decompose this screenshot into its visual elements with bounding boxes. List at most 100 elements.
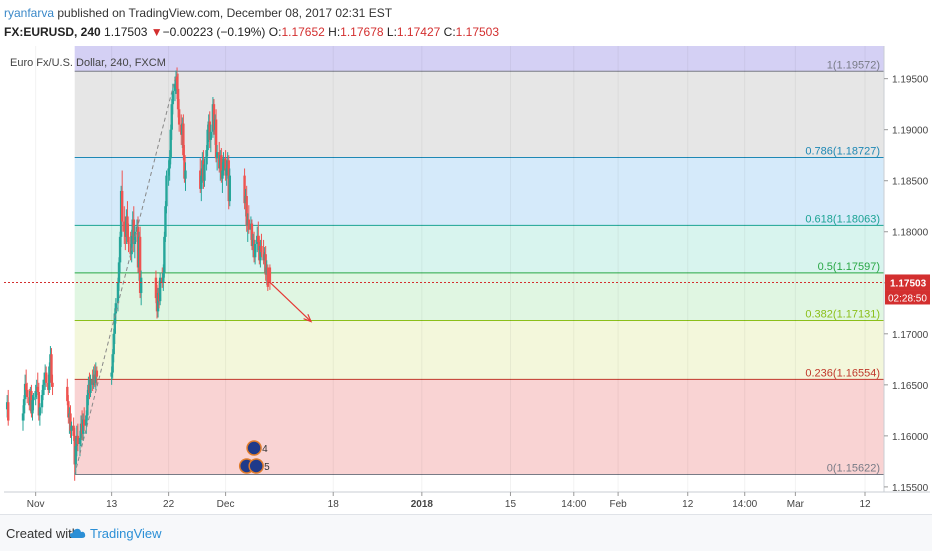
candle-body: [214, 119, 218, 159]
candle-body: [266, 267, 269, 287]
fib-zone: [74, 320, 885, 380]
candle-body: [250, 223, 254, 247]
candle-body: [41, 384, 45, 396]
event-flag-icon: [248, 458, 264, 474]
close-label: C:: [443, 25, 456, 39]
candle-body: [37, 391, 41, 416]
candle-body: [36, 386, 39, 392]
candle-body: [184, 170, 187, 179]
candle-body: [220, 155, 223, 179]
candle-body: [215, 152, 219, 159]
candle-body: [245, 196, 248, 226]
countdown-box: [885, 290, 930, 305]
candle-body: [154, 277, 158, 299]
x-tick-label: Dec: [217, 499, 235, 510]
countdown-label: 02:28:50: [888, 293, 927, 304]
candle-body: [85, 415, 88, 426]
candle-body: [89, 379, 92, 394]
fib-trendline: [74, 71, 178, 475]
low-label: L:: [386, 25, 397, 39]
candle-body: [200, 175, 203, 189]
candle-body: [212, 104, 216, 130]
candle-body: [50, 354, 53, 383]
candle-body: [170, 104, 173, 130]
candle-body: [243, 175, 246, 204]
author-link[interactable]: ryanfarva: [4, 6, 55, 20]
candle-body: [158, 277, 162, 302]
candle-body: [182, 123, 185, 156]
candle-body: [69, 413, 72, 431]
candle-body: [221, 170, 224, 179]
candle-body: [133, 231, 137, 244]
candle-body: [164, 206, 167, 237]
low-value: 1.17427: [396, 25, 441, 39]
fib-label: 1(1.19572): [827, 59, 880, 71]
symbol-label: FX:EURUSD, 240: [4, 25, 101, 39]
candle-body: [110, 372, 113, 377]
candle-body: [228, 175, 232, 202]
price-chart[interactable]: 1(1.19572) 0.786(1.18727) 0.618(1.18063) 0.…: [4, 46, 930, 514]
candle-body: [224, 158, 227, 176]
candle-body: [70, 425, 73, 431]
x-tick-label: 14:00: [732, 499, 757, 510]
publish-info: ryanfarva published on TradingView.com, …: [4, 6, 392, 20]
change-down-icon: ▼: [150, 25, 163, 39]
candle-body: [45, 372, 48, 383]
candle-body: [175, 76, 179, 89]
change-value: −0.00223 (−0.19%): [162, 25, 266, 39]
candle-body: [82, 419, 86, 426]
event-count: 5: [264, 462, 270, 473]
candle-body: [130, 235, 133, 255]
candle-body: [206, 129, 209, 151]
candle-body: [113, 313, 116, 334]
cloud-icon: [69, 528, 86, 538]
projection-arrow-head: [303, 313, 313, 323]
candle-body: [253, 243, 257, 258]
x-tick-label: Nov: [27, 499, 45, 510]
candle-body: [205, 150, 208, 165]
tradingview-brand[interactable]: TradingView: [68, 523, 162, 543]
candle-body: [38, 407, 42, 416]
candle-body: [7, 402, 10, 421]
x-tick-label: 12: [859, 499, 871, 510]
y-tick-label: 1.19000: [892, 126, 929, 137]
x-tick-label: Mar: [787, 499, 805, 510]
candle-body: [247, 219, 250, 230]
candle-body: [67, 401, 70, 418]
fib-zone: [74, 225, 885, 273]
chart-area[interactable]: 1(1.19572) 0.786(1.18727) 0.618(1.18063) 0.…: [4, 46, 930, 514]
fib-zone: [74, 71, 885, 158]
candle-body: [176, 88, 180, 110]
footer: Created with TradingView: [0, 514, 932, 551]
publish-text: published on TradingView.com, December 0…: [57, 6, 393, 20]
candle-body: [40, 395, 44, 408]
candle-body: [120, 190, 124, 222]
x-tick-label: 15: [505, 499, 517, 510]
candle-body: [118, 236, 122, 263]
candle-body: [22, 399, 26, 414]
event-count: 4: [262, 444, 268, 455]
y-tick-label: 1.19500: [892, 75, 929, 86]
y-tick-label: 1.15500: [892, 483, 929, 494]
ticker-line: FX:EURUSD, 240 1.17503 ▼−0.00223 (−0.19%…: [4, 25, 499, 39]
candle-body: [138, 236, 142, 293]
candle-body: [171, 90, 175, 105]
candle-body: [165, 175, 168, 207]
candle-body: [177, 109, 181, 125]
x-tick-label: 13: [106, 499, 118, 510]
candle-body: [209, 131, 213, 140]
fib-label: 0.618(1.18063): [805, 213, 880, 225]
last-price-box: [885, 274, 930, 291]
y-tick-label: 1.18500: [892, 177, 929, 188]
time-axis-bg: [4, 492, 930, 514]
open-value: 1.17652: [281, 25, 325, 39]
created-with-text: Created with: [6, 526, 79, 541]
fib-zone: [74, 157, 885, 226]
candle-body: [72, 425, 75, 436]
fib-label: 0.5(1.17597): [818, 261, 880, 273]
candle-body: [222, 158, 225, 171]
fib-label: 0.786(1.18727): [805, 146, 880, 158]
candle-body: [23, 383, 27, 400]
candle-body: [167, 168, 170, 176]
y-tick-label: 1.16000: [892, 432, 929, 443]
